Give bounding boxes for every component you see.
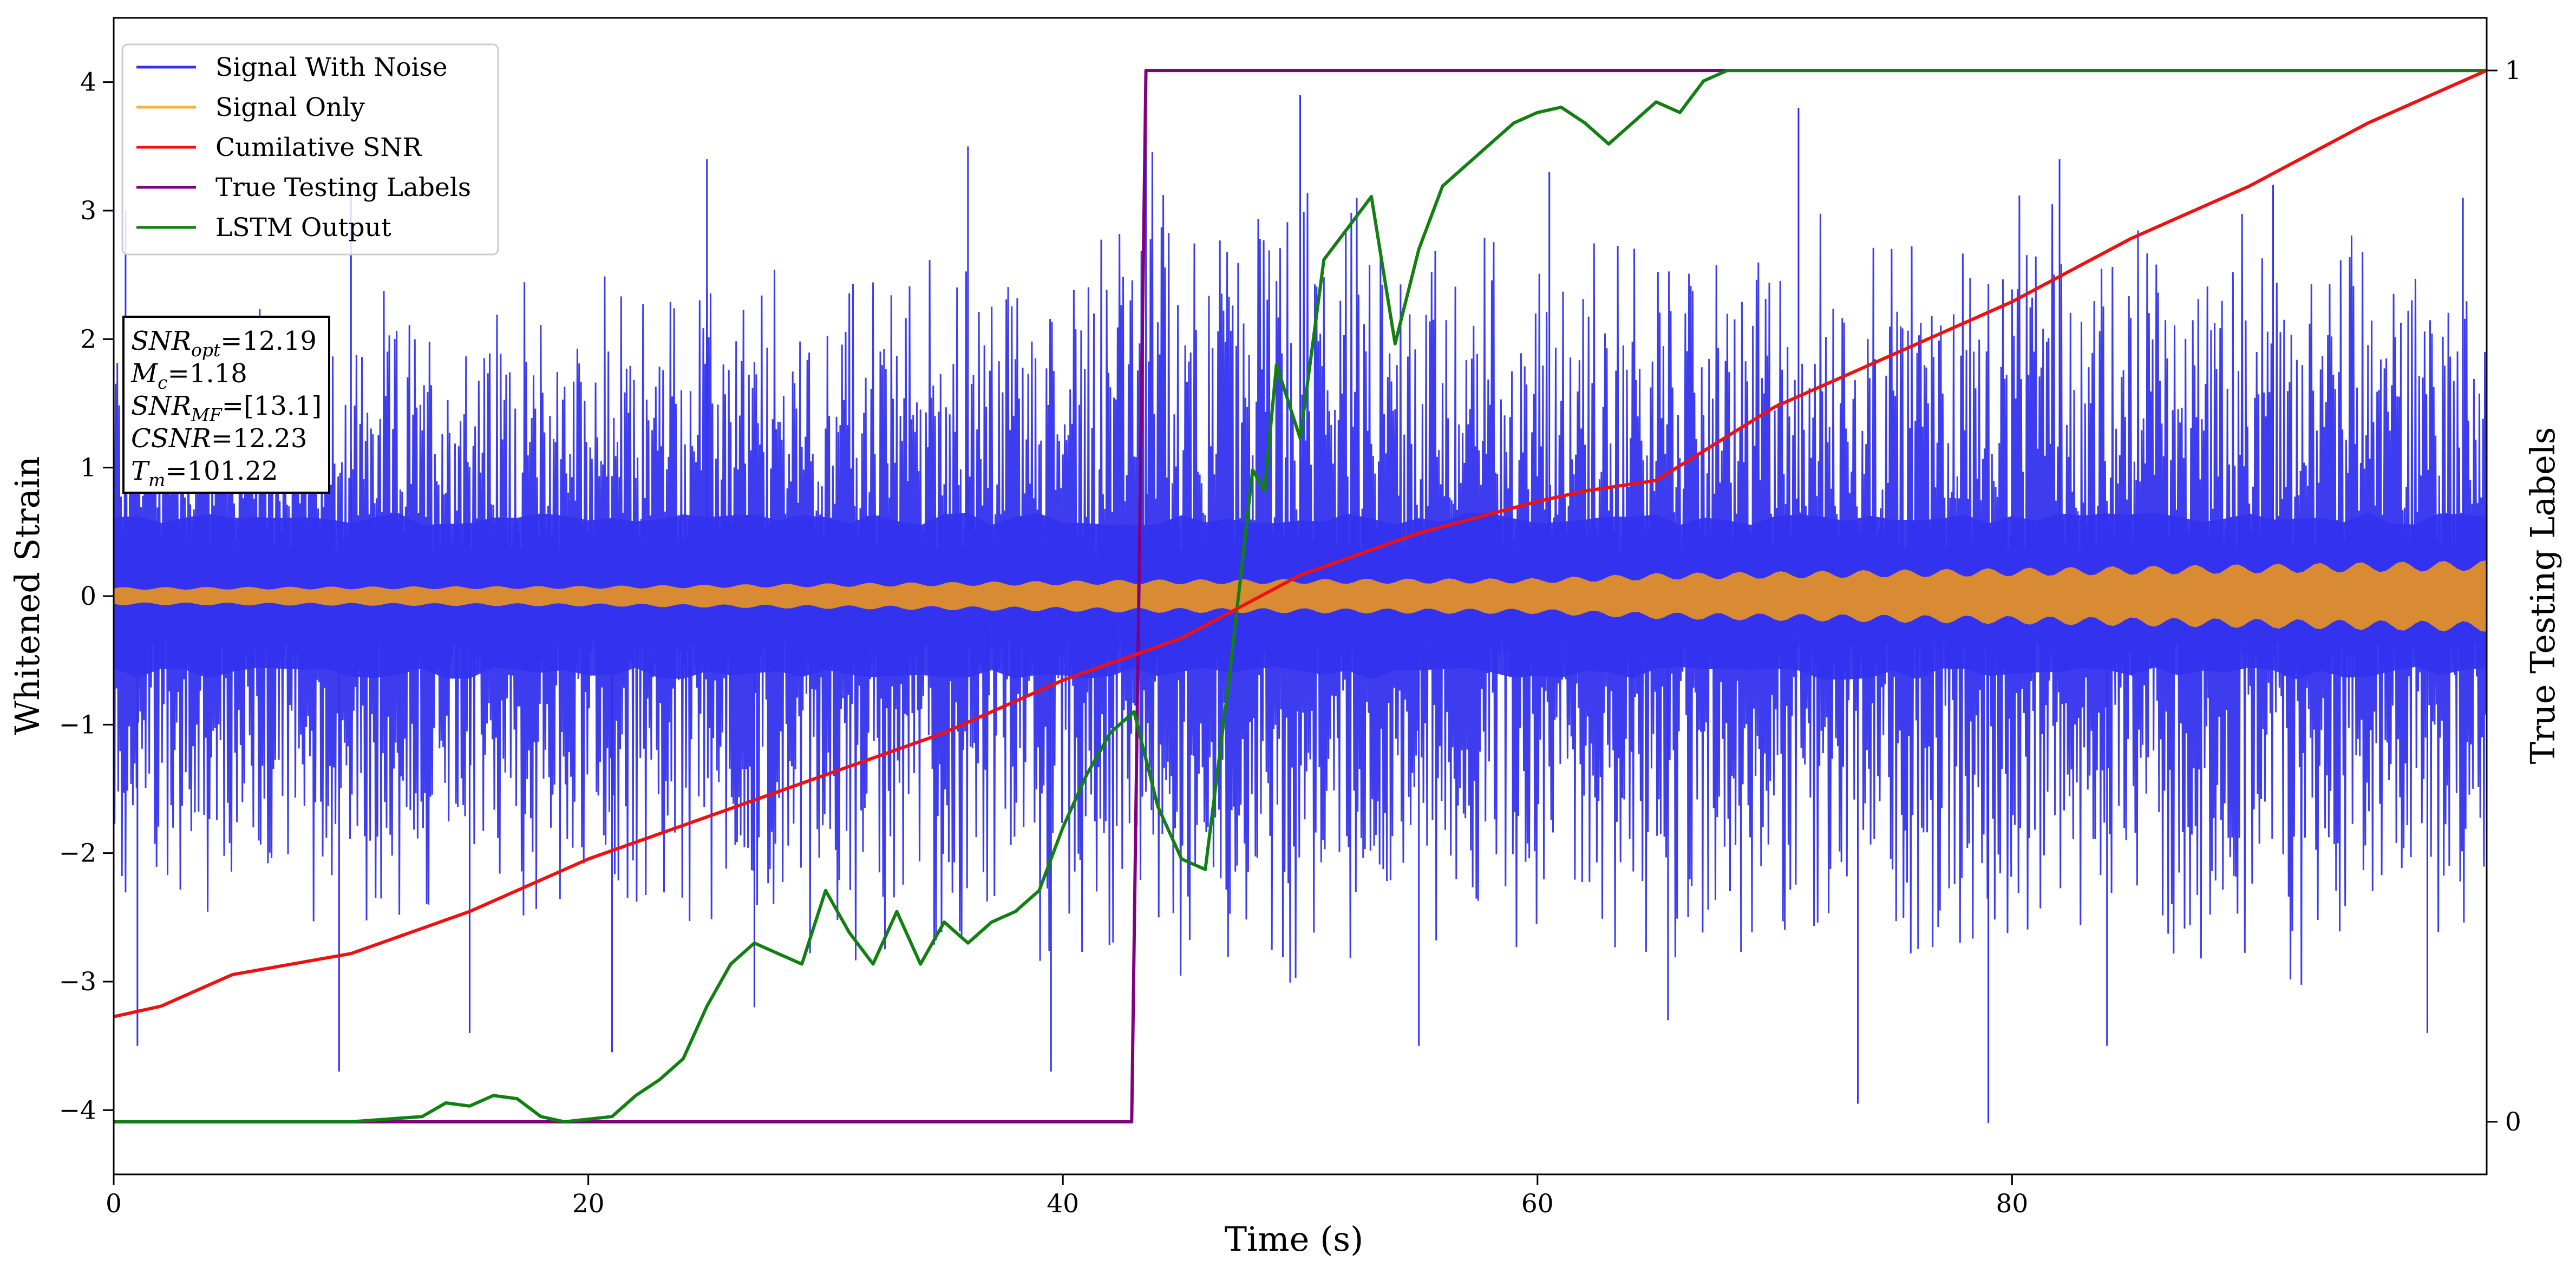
info-csnr: CSNR=12.23 bbox=[131, 423, 307, 454]
y-axis-label: Whitened Strain bbox=[8, 456, 47, 735]
cumilative-snr-line bbox=[114, 69, 2487, 1018]
legend-label-true-testing-labels: True Testing Labels bbox=[215, 173, 471, 202]
lstm-output-line bbox=[114, 69, 2487, 1123]
y-tick-label: 0 bbox=[80, 582, 96, 611]
legend-label-signal-only: Signal Only bbox=[215, 93, 365, 122]
info-tm: Tm=101.22 bbox=[131, 456, 278, 491]
x-tick-label: 20 bbox=[572, 1189, 605, 1219]
y-tick-label: −2 bbox=[59, 839, 96, 868]
x-tick-label: 80 bbox=[1996, 1189, 2028, 1219]
signal-only-band bbox=[114, 560, 2487, 632]
y-tick-label: −4 bbox=[59, 1095, 96, 1125]
plot-content bbox=[114, 69, 2487, 1123]
y-tick-label: 3 bbox=[80, 196, 96, 226]
x-tick-label: 40 bbox=[1047, 1189, 1079, 1219]
x-tick-label: 0 bbox=[106, 1189, 122, 1219]
y-tick-label: 1 bbox=[80, 453, 96, 483]
y-tick-label: 2 bbox=[80, 324, 96, 354]
y-tick-label: −3 bbox=[59, 967, 96, 997]
legend-label-signal-with-noise: Signal With Noise bbox=[215, 53, 448, 82]
legend-label-lstm-output: LSTM Output bbox=[215, 213, 391, 243]
info-box: SNRopt=12.19 Mc=1.18 SNRMF=[13.1] CSNR=1… bbox=[122, 316, 330, 494]
info-snr-opt: SNRopt=12.19 bbox=[131, 326, 317, 361]
y2-tick-label: 1 bbox=[2505, 56, 2521, 86]
info-mc: Mc=1.18 bbox=[130, 358, 247, 393]
legend: Signal With Noise Signal Only Cumilative… bbox=[121, 43, 499, 256]
info-box-frame bbox=[122, 316, 330, 494]
y-tick-label: 4 bbox=[80, 68, 96, 97]
y2-axis-label: True Testing Labels bbox=[2523, 427, 2562, 765]
x-axis-label: Time (s) bbox=[1225, 1219, 1364, 1259]
y-tick-label: −1 bbox=[59, 710, 96, 740]
y2-tick-label: 0 bbox=[2505, 1107, 2521, 1137]
info-snr-mf: SNRMF=[13.1] bbox=[131, 391, 322, 426]
legend-frame bbox=[121, 43, 499, 256]
x-tick-label: 60 bbox=[1521, 1189, 1554, 1219]
legend-label-cumilative-snr: Cumilative SNR bbox=[215, 133, 422, 162]
